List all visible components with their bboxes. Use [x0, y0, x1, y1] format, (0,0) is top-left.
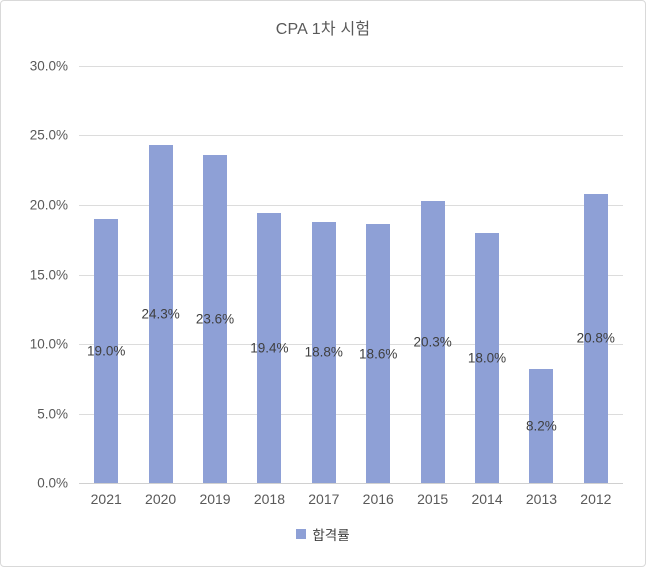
legend-label: 합격률: [312, 528, 350, 543]
y-axis-tick-label: 0.0%: [37, 475, 68, 491]
bar-2016: [366, 224, 391, 483]
gridline: [79, 274, 623, 276]
legend-marker-icon: [296, 529, 307, 539]
x-axis-labels: 2021 2020 2019 2018 2017 2016 2015 2014 2013 2012: [79, 491, 623, 507]
x-axis-tick-label-2017: 2017: [308, 491, 340, 507]
chart-title: CPA 1차 시험: [275, 21, 371, 38]
data-label-2021: 19.0%: [87, 343, 126, 359]
y-axis-tick-label: 20.0%: [29, 197, 68, 213]
x-axis-tick-label-2019: 2019: [199, 491, 231, 507]
data-label-2015: 20.3%: [413, 334, 452, 350]
bar-2014: [475, 232, 499, 483]
data-label-2017: 18.8%: [304, 344, 343, 360]
data-label-2020: 24.3%: [141, 306, 180, 322]
data-label-2014: 18.0%: [467, 350, 507, 366]
bar-2015: [420, 200, 445, 483]
bar-2021: [94, 218, 119, 483]
gridline: [79, 66, 623, 67]
y-axis-tick-label: 30.0%: [29, 58, 68, 74]
gridline: [79, 483, 623, 484]
data-label-2016: 18.6%: [359, 346, 398, 362]
gridline: [79, 343, 623, 345]
gridline: [79, 204, 623, 206]
x-axis-tick-label-2016: 2016: [362, 491, 394, 507]
plot-area: 30.0% 25.0% 20.0% 15.0% 10.0% 5.0% 0.0% 19.0% 2…: [30, 59, 623, 491]
x-axis-tick-label-2021: 2021: [90, 491, 122, 507]
gridline: [79, 135, 623, 137]
y-axis-tick-label: 5.0%: [37, 406, 68, 421]
x-axis-tick-label-2015: 2015: [417, 491, 449, 507]
data-label-2013: 8.2%: [526, 418, 557, 434]
x-axis-tick-label-2018: 2018: [253, 491, 285, 507]
x-axis-tick-label-2020: 2020: [145, 491, 177, 507]
x-axis-tick-label-2013: 2013: [525, 491, 558, 507]
data-label-2012: 20.8%: [576, 330, 615, 346]
bar-2019: [203, 154, 227, 483]
y-axis-tick-label: 15.0%: [29, 267, 68, 282]
bar-2012: [583, 193, 608, 483]
bar-2017: [311, 221, 336, 483]
bar-2018: [257, 213, 282, 483]
x-axis-tick-label-2012: 2012: [580, 491, 612, 507]
y-axis-tick-label: 25.0%: [29, 127, 68, 143]
data-label-2019: 23.6%: [195, 311, 235, 327]
legend: 합격률: [1, 524, 645, 544]
bar-2013: [529, 369, 554, 483]
x-axis-tick-label-2014: 2014: [471, 491, 503, 507]
bar-2020: [148, 145, 173, 483]
y-axis-tick-label: 10.0%: [29, 336, 68, 352]
gridline: [79, 413, 623, 415]
data-label-2018: 19.4%: [250, 340, 289, 356]
